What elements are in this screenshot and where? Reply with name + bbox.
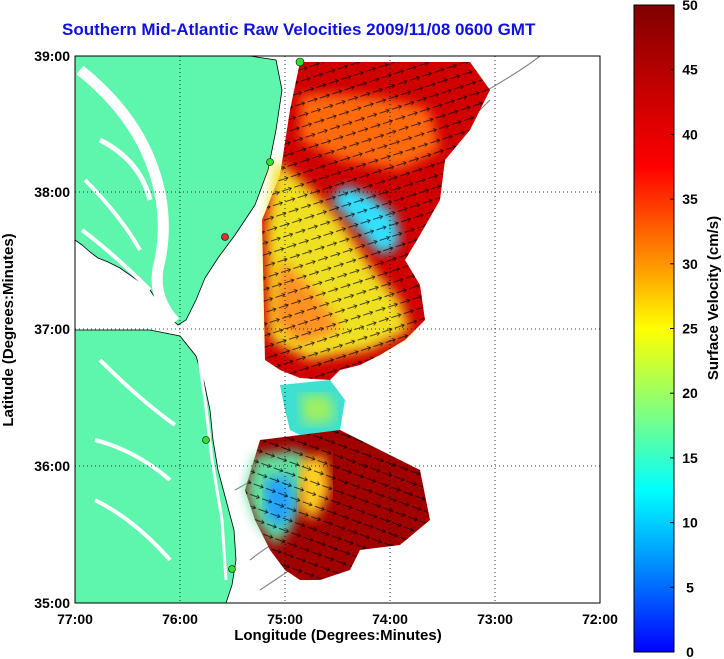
x-axis: 77:00 76:00 75:00 74:00 73:00 72:00 Long… [57,611,618,644]
colorbar-label: Surface Velocity (cm/s) [705,216,722,380]
y-axis: 39:00 38:00 37:00 36:00 35:00 Latitude (… [0,48,70,611]
x-axis-label: Longitude (Degrees:Minutes) [234,627,442,644]
bay-channel [76,65,180,326]
y-tick: 35:00 [34,595,70,611]
x-tick: 74:00 [372,611,408,627]
colorbar-tick-label: 20 [682,385,698,401]
y-axis-label: Latitude (Degrees:Minutes) [0,233,17,426]
colorbar: 0 5 10 15 20 25 30 35 40 45 50 Surface Velocity (c… [633,0,722,659]
colorbar-tick-label: 15 [682,450,698,466]
x-tick: 72:00 [582,611,618,627]
x-tick: 73:00 [477,611,513,627]
x-tick: 77:00 [57,611,93,627]
colorbar-tick-label: 40 [682,126,698,142]
station-marker [221,233,229,241]
station-marker [228,565,236,573]
station-marker [295,57,305,67]
colorbar-tick-label: 30 [682,256,698,272]
velocity-field-north [262,62,490,380]
land-mass [75,56,283,603]
colorbar-tick-label: 5 [686,579,694,595]
y-tick: 36:00 [34,458,70,474]
colorbar-scale [633,4,675,653]
velocity-field-middle [280,380,345,440]
map-title: Southern Mid-Atlantic Raw Velocities 200… [62,20,536,39]
y-tick: 39:00 [34,48,70,64]
x-tick: 75:00 [267,611,303,627]
velocity-field-south [245,430,430,580]
station-marker [202,436,210,444]
station-marker [266,158,274,166]
y-tick: 38:00 [34,184,70,200]
colorbar-tick-label: 35 [682,191,698,207]
colorbar-tick-label: 45 [682,62,698,78]
x-tick: 76:00 [162,611,198,627]
colorbar-tick-label: 50 [682,0,698,13]
y-tick: 37:00 [34,321,70,337]
colorbar-tick-label: 0 [686,644,694,659]
colorbar-tick-label: 10 [682,515,698,531]
colorbar-tick-label: 25 [682,321,698,337]
